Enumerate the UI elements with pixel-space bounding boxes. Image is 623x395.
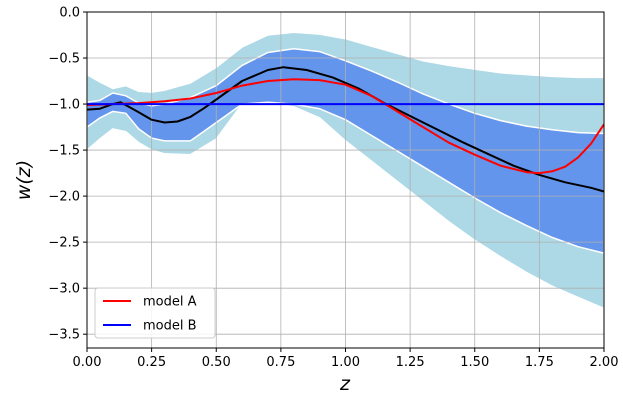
x-tick-label: 0.25 bbox=[137, 355, 166, 370]
y-tick-label: 0.0 bbox=[59, 6, 80, 21]
x-tick-label: 1.00 bbox=[331, 355, 360, 370]
y-tick-label: −2.0 bbox=[48, 190, 80, 205]
plot-area bbox=[87, 12, 604, 348]
x-tick-label: 1.25 bbox=[396, 355, 425, 370]
legend-label-model-a: model A bbox=[143, 295, 197, 310]
x-tick-label: 0.75 bbox=[266, 355, 295, 370]
x-tick-label: 1.50 bbox=[460, 355, 489, 370]
y-tick-label: −2.5 bbox=[48, 236, 80, 251]
legend: model A model B bbox=[94, 287, 216, 339]
x-tick-label: 0.00 bbox=[73, 355, 102, 370]
x-axis-label: z bbox=[339, 373, 351, 395]
y-tick-label: −1.5 bbox=[48, 144, 80, 159]
legend-label-model-b: model B bbox=[143, 319, 197, 334]
axes: 0.00 0.25 0.50 0.75 1.00 1.25 1.50 1.75 2.00 0.0 −… bbox=[48, 6, 618, 371]
y-axis-label: w(z) bbox=[13, 160, 35, 200]
x-tick-label: 2.00 bbox=[590, 355, 619, 370]
x-tick-label: 1.75 bbox=[525, 355, 554, 370]
x-tick-label: 0.50 bbox=[202, 355, 231, 370]
y-tick-label: −3.5 bbox=[48, 328, 80, 343]
y-tick-label: −0.5 bbox=[48, 52, 80, 67]
y-tick-label: −1.0 bbox=[48, 98, 80, 113]
y-tick-label: −3.0 bbox=[48, 282, 80, 297]
series-line-mean bbox=[87, 66, 604, 193]
